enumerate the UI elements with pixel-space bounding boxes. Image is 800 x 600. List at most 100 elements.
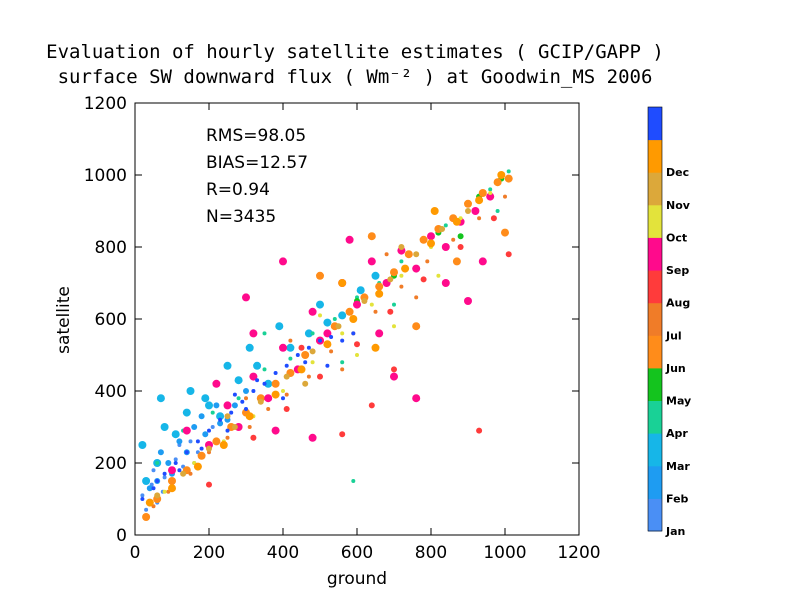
y-tick-label: 1000 <box>84 166 127 186</box>
data-point <box>501 228 509 237</box>
stat-r: R=0.94 <box>206 180 270 200</box>
data-point <box>218 417 223 422</box>
data-point <box>156 394 165 403</box>
data-point <box>419 235 428 244</box>
data-point <box>225 428 230 433</box>
data-point <box>231 402 238 409</box>
data-point <box>144 507 149 512</box>
data-point <box>504 174 513 183</box>
data-point <box>184 450 189 455</box>
colorbar-label: Aug <box>666 297 690 310</box>
data-point <box>338 311 347 320</box>
data-point <box>310 331 315 336</box>
chart-subtitle: surface SW downward flux ( Wm⁻² ) at Goo… <box>58 66 653 88</box>
data-point <box>338 279 347 287</box>
y-tick-label: 800 <box>95 238 127 258</box>
data-point <box>316 300 324 309</box>
data-point <box>477 216 482 221</box>
data-point <box>425 259 430 264</box>
y-tick-label: 1200 <box>84 94 127 114</box>
y-tick-label: 200 <box>95 454 127 474</box>
data-point <box>414 295 419 300</box>
colorbar-label: Mar <box>666 460 690 473</box>
data-point <box>304 329 313 338</box>
data-point <box>493 178 502 187</box>
data-point <box>398 244 405 250</box>
data-point <box>281 389 285 393</box>
data-point <box>420 276 427 283</box>
data-point <box>182 408 191 417</box>
data-point <box>236 396 241 401</box>
data-points <box>138 169 513 521</box>
data-point <box>349 315 358 323</box>
data-point <box>412 322 421 331</box>
data-point <box>323 340 332 349</box>
data-point <box>317 373 323 380</box>
data-point <box>390 372 398 381</box>
data-point <box>506 169 511 174</box>
data-point <box>476 427 483 434</box>
data-point <box>298 344 305 351</box>
data-point <box>306 374 311 379</box>
data-point <box>488 187 493 192</box>
data-point <box>399 259 404 264</box>
data-point <box>271 390 280 399</box>
data-point <box>283 373 290 380</box>
data-point <box>205 401 213 410</box>
data-point <box>367 232 376 241</box>
data-point <box>168 477 176 485</box>
y-axis-label: satellite <box>54 286 74 354</box>
colorbar-label: Nov <box>666 199 691 212</box>
colorbar-label: Jun <box>665 362 686 375</box>
data-point <box>478 189 487 197</box>
x-tick-label: 600 <box>341 543 373 563</box>
data-point <box>399 284 404 289</box>
data-point <box>451 237 456 242</box>
colorbar-swatch <box>648 465 662 499</box>
data-point <box>318 338 322 343</box>
data-point <box>465 208 471 214</box>
data-point <box>503 194 507 199</box>
data-point <box>355 353 359 357</box>
data-point <box>154 492 161 499</box>
data-point <box>275 322 284 331</box>
data-point <box>340 360 345 365</box>
data-point <box>173 461 178 465</box>
data-point <box>301 351 310 359</box>
data-point <box>155 479 160 483</box>
data-point <box>457 244 464 250</box>
data-point <box>234 376 243 385</box>
colorbar-swatch <box>648 107 662 141</box>
data-point <box>302 380 309 387</box>
data-point <box>345 235 354 244</box>
y-axis: 0 200 400 600 800 1000 1200 <box>84 94 579 546</box>
data-point <box>439 226 446 232</box>
data-point <box>316 271 324 280</box>
data-point <box>171 430 180 439</box>
data-point <box>247 425 252 429</box>
data-point <box>495 209 500 213</box>
colorbar-label: Dec <box>666 166 689 179</box>
colorbar-swatch <box>648 270 662 304</box>
data-point <box>478 257 487 266</box>
data-point <box>195 439 200 444</box>
data-point <box>216 412 225 421</box>
data-point <box>281 396 285 401</box>
data-point <box>151 468 156 473</box>
data-point <box>471 207 480 215</box>
data-point <box>303 360 308 365</box>
data-point <box>464 199 472 208</box>
colorbar-swatch <box>648 335 662 369</box>
data-point <box>309 348 316 355</box>
data-point <box>387 276 394 283</box>
data-point <box>373 309 378 314</box>
data-point <box>443 223 448 228</box>
y-tick-label: 0 <box>116 526 127 546</box>
data-point <box>452 217 461 226</box>
data-point <box>240 399 245 404</box>
data-point <box>151 486 156 491</box>
data-point <box>162 475 167 480</box>
data-point <box>245 343 254 352</box>
colorbar-swatch <box>648 302 662 336</box>
